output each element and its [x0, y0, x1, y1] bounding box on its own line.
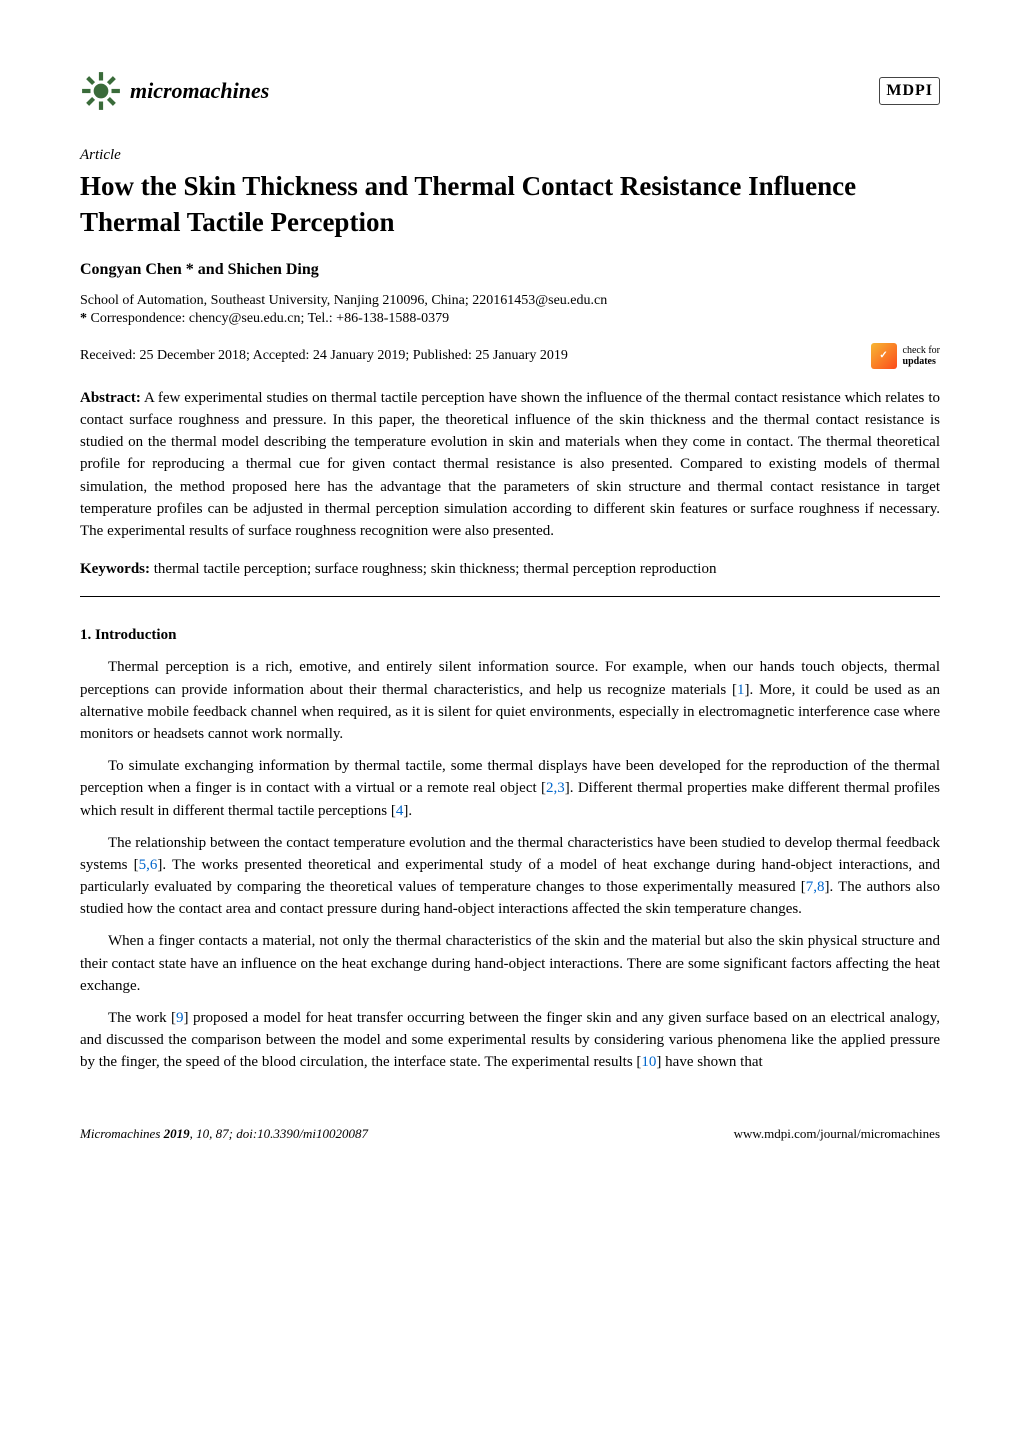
abstract-label: Abstract: — [80, 390, 141, 406]
keywords: Keywords: thermal tactile perception; su… — [80, 558, 940, 580]
authors: Congyan Chen * and Shichen Ding — [80, 261, 940, 279]
abstract: Abstract: A few experimental studies on … — [80, 387, 940, 542]
footer-year: 2019 — [164, 1126, 190, 1141]
check-for-updates[interactable]: ✓ check for updates — [871, 343, 940, 369]
abstract-text: A few experimental studies on thermal ta… — [80, 390, 940, 539]
intro-p4: When a finger contacts a material, not o… — [80, 930, 940, 997]
affiliation: School of Automation, Southeast Universi… — [80, 293, 940, 309]
footer-url[interactable]: www.mdpi.com/journal/micromachines — [734, 1126, 940, 1142]
received-dates: Received: 25 December 2018; Accepted: 24… — [80, 348, 568, 364]
intro-p1: Thermal perception is a rich, emotive, a… — [80, 656, 940, 745]
footer-vol: 10 — [196, 1126, 209, 1141]
keywords-text: thermal tactile perception; surface roug… — [154, 561, 717, 577]
footer-page: 87; doi:10.3390/mi10020087 — [216, 1126, 368, 1141]
header-row: micromachines MDPI — [80, 70, 940, 112]
divider — [80, 596, 940, 597]
keywords-label: Keywords: — [80, 561, 150, 577]
journal-gear-icon — [80, 70, 122, 112]
publisher-name: MDPI — [886, 82, 933, 100]
page: micromachines MDPI Article How the Skin … — [0, 0, 1020, 1182]
publisher-logo: MDPI — [879, 77, 940, 105]
correspondence-text: Correspondence: chency@seu.edu.cn; Tel.:… — [91, 311, 450, 326]
intro-p3: The relationship between the contact tem… — [80, 832, 940, 921]
article-type: Article — [80, 147, 940, 164]
check-updates-icon: ✓ — [871, 343, 897, 369]
section-heading-intro: 1. Introduction — [80, 627, 940, 644]
received-row: Received: 25 December 2018; Accepted: 24… — [80, 343, 940, 369]
check-updates-line2: updates — [903, 356, 936, 367]
footer-journal: Micromachines — [80, 1126, 160, 1141]
article-title: How the Skin Thickness and Thermal Conta… — [80, 168, 940, 241]
journal-name: micromachines — [130, 78, 269, 104]
check-updates-line1: check for — [903, 345, 940, 356]
footer: Micromachines 2019, 10, 87; doi:10.3390/… — [80, 1120, 940, 1142]
correspondence-star: * — [80, 311, 87, 326]
intro-p2: To simulate exchanging information by th… — [80, 755, 940, 822]
check-updates-label: check for updates — [903, 345, 940, 367]
correspondence: * Correspondence: chency@seu.edu.cn; Tel… — [80, 311, 940, 327]
intro-p5: The work [9] proposed a model for heat t… — [80, 1007, 940, 1074]
footer-citation: Micromachines 2019, 10, 87; doi:10.3390/… — [80, 1126, 368, 1142]
journal-logo: micromachines — [80, 70, 269, 112]
